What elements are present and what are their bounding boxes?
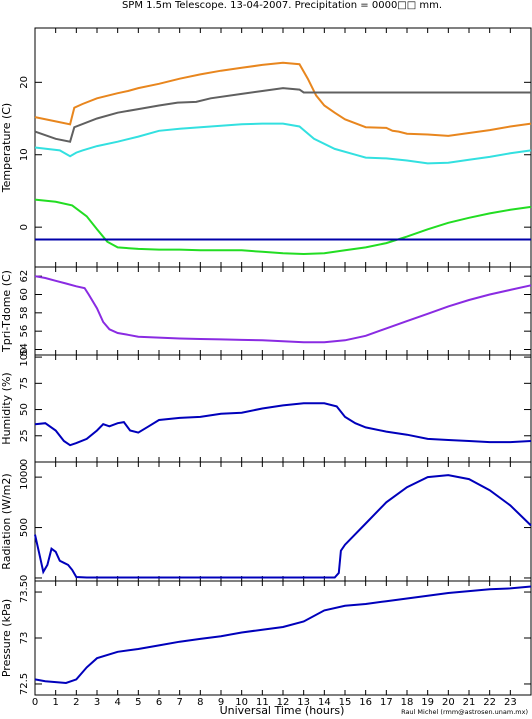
x-tick-label: 8 bbox=[197, 697, 203, 708]
y-tick-label: 100 bbox=[19, 348, 30, 367]
series-line-0 bbox=[34, 585, 532, 685]
x-tick-label: 5 bbox=[135, 697, 141, 708]
x-tick-label: 0 bbox=[32, 697, 38, 708]
y-tick-label: 75 bbox=[19, 377, 30, 390]
x-tick-label: 10 bbox=[235, 697, 248, 708]
panel-frame bbox=[34, 580, 532, 696]
x-tick-label: 18 bbox=[401, 697, 414, 708]
y-axis-label: Humidity (%) bbox=[0, 372, 13, 444]
y-axis-label: Pressure (kPa) bbox=[0, 599, 13, 677]
x-tick-label: 19 bbox=[421, 697, 434, 708]
series-line-0 bbox=[34, 275, 532, 344]
series-line-0 bbox=[34, 474, 532, 579]
series-line-0 bbox=[34, 61, 532, 137]
y-tick-label: 50 bbox=[19, 403, 30, 416]
x-tick-label: 20 bbox=[442, 697, 455, 708]
y-tick-label: 1000 bbox=[19, 464, 30, 489]
x-tick-label: 21 bbox=[463, 697, 476, 708]
y-tick-label: 500 bbox=[19, 518, 30, 537]
y-tick-label: 0 bbox=[19, 459, 30, 465]
x-tick-label: 6 bbox=[156, 697, 162, 708]
y-tick-label: 10 bbox=[19, 148, 30, 161]
y-axis-label: Temperature (C) bbox=[0, 103, 13, 193]
x-tick-label: 3 bbox=[94, 697, 100, 708]
x-tick-label: 22 bbox=[483, 697, 496, 708]
x-tick-label: 15 bbox=[339, 697, 352, 708]
series-line-0 bbox=[34, 402, 532, 447]
x-tick-label: 12 bbox=[277, 697, 290, 708]
x-tick-label: 4 bbox=[114, 697, 120, 708]
y-axis-label: Radiation (W/m2) bbox=[0, 473, 13, 569]
credit-text: Raul Michel (rmm@astrosen.unam.mx) bbox=[401, 708, 528, 716]
y-tick-label: 0 bbox=[19, 575, 30, 581]
x-tick-label: 11 bbox=[256, 697, 269, 708]
y-tick-label: 73.5 bbox=[19, 581, 30, 603]
x-tick-label: 13 bbox=[297, 697, 310, 708]
x-tick-label: 14 bbox=[318, 697, 331, 708]
y-tick-label: 58 bbox=[19, 306, 30, 319]
y-tick-label: 0 bbox=[19, 224, 30, 230]
panel-0: 0 10 20 Temperature (C) bbox=[0, 27, 532, 268]
y-tick-label: 25 bbox=[19, 429, 30, 442]
panel-4: 72.5 73 73.5 Pressure (kPa) bbox=[0, 580, 532, 696]
y-tick-label: 73 bbox=[19, 632, 30, 645]
y-tick-label: 72.5 bbox=[19, 673, 30, 695]
panel-1: 54 56 58 60 62 Tpri-Tdome (C) bbox=[0, 266, 532, 356]
x-tick-label: 9 bbox=[218, 697, 224, 708]
y-tick-label: 60 bbox=[19, 288, 30, 301]
panel-frame bbox=[34, 461, 532, 582]
panel-2: 0 25 50 75 100 Humidity (%) bbox=[0, 348, 532, 465]
x-tick-label: 7 bbox=[176, 697, 182, 708]
series-line-2 bbox=[34, 122, 532, 165]
panel-3: 0 500 1000 Radiation (W/m2) bbox=[0, 461, 532, 582]
x-tick-label: 1 bbox=[52, 697, 58, 708]
x-tick-label: 16 bbox=[359, 697, 372, 708]
y-tick-label: 20 bbox=[19, 76, 30, 89]
x-tick-label: 23 bbox=[504, 697, 517, 708]
y-tick-label: 54 bbox=[19, 343, 30, 356]
panel-frame bbox=[34, 27, 532, 268]
panel-frame bbox=[34, 354, 532, 463]
series-line-3 bbox=[34, 198, 532, 256]
chart-title: SPM 1.5m Telescope. 13-04-2007. Precipit… bbox=[122, 0, 442, 11]
x-tick-label: 2 bbox=[73, 697, 79, 708]
y-axis-label: Tpri-Tdome (C) bbox=[0, 270, 13, 353]
y-tick-label: 56 bbox=[19, 325, 30, 338]
series-line-1 bbox=[34, 87, 531, 143]
x-tick-label: 17 bbox=[380, 697, 393, 708]
x-axis-label: Universal Time (hours) bbox=[220, 704, 345, 717]
y-tick-label: 62 bbox=[19, 270, 30, 283]
